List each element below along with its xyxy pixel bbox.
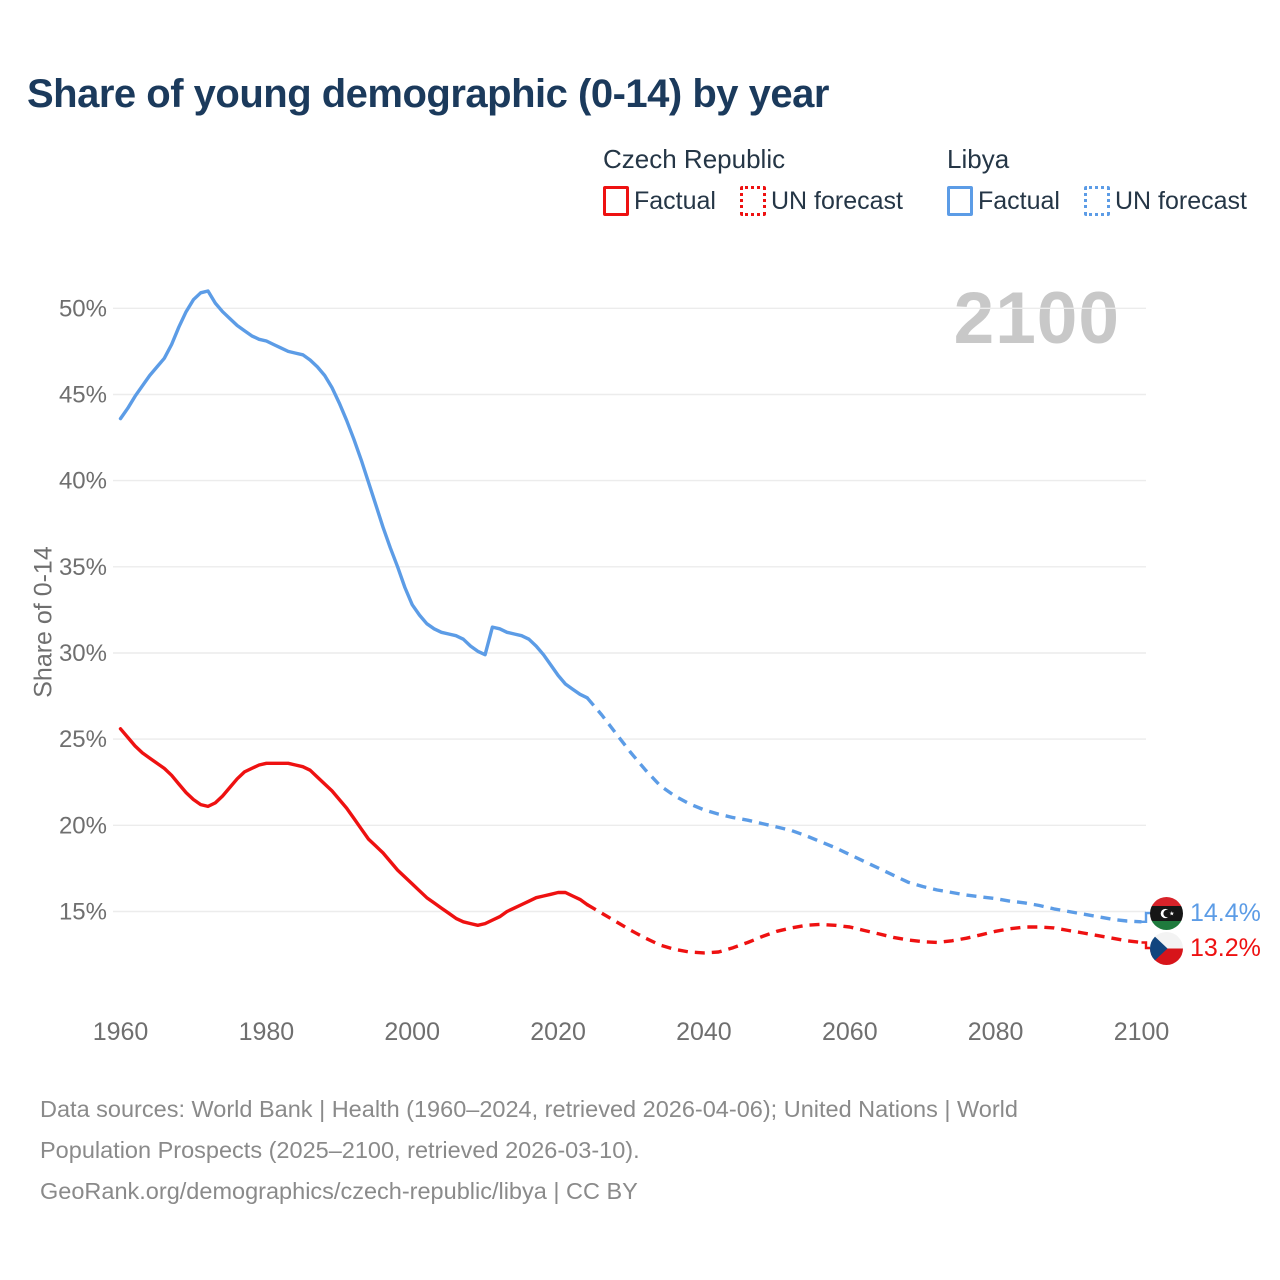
y-tick-label: 30% <box>59 640 107 667</box>
x-tick-label: 2080 <box>968 1018 1024 1046</box>
y-axis-title: Share of 0-14 <box>29 546 58 698</box>
x-tick-label: 1980 <box>239 1018 295 1046</box>
legend-swatch-dotted-blue <box>1083 186 1110 216</box>
y-tick-label: 35% <box>59 554 107 581</box>
legend-group-czech-republic: Czech Republic Factual UN forecast <box>603 144 903 216</box>
legend-item-label: Factual <box>978 186 1060 215</box>
source-line: Data sources: World Bank | Health (1960–… <box>40 1096 1018 1122</box>
end-value-libya: 14.4% <box>1190 898 1261 927</box>
y-tick-label: 40% <box>59 468 107 495</box>
legend-item-label: Factual <box>634 186 716 215</box>
end-connector <box>1141 911 1151 923</box>
legend-item-czech-forecast: UN forecast <box>739 186 903 216</box>
legend-group-title: Czech Republic <box>603 144 786 174</box>
x-tick-label: 2040 <box>676 1018 732 1046</box>
czech-republic-flag-icon <box>1150 931 1183 965</box>
source-line: GeoRank.org/demographics/czech-republic/… <box>40 1178 638 1204</box>
legend-row: Factual UN forecast <box>603 186 903 216</box>
watermark-year: 2100 <box>953 278 1120 359</box>
y-tick-label: 25% <box>59 726 107 753</box>
series-libya-un-forecast <box>585 696 1142 924</box>
y-tick-label: 50% <box>59 295 107 322</box>
legend-group-libya: Libya Factual UN forecast <box>947 144 1247 216</box>
x-tick-label: 2000 <box>384 1018 440 1046</box>
y-tick-label: 45% <box>59 382 107 409</box>
x-tick-label: 2100 <box>1114 1018 1170 1046</box>
legend-item-label: UN forecast <box>770 186 903 215</box>
end-value-czech-republic: 13.2% <box>1190 933 1261 962</box>
source-line: Population Prospects (2025–2100, retriev… <box>40 1137 640 1163</box>
y-tick-label: 20% <box>59 812 107 839</box>
legend: Czech Republic Factual UN forecast Libya… <box>0 0 1280 230</box>
libya-flag-icon <box>1150 896 1183 930</box>
end-connector <box>1141 941 1151 950</box>
legend-swatch-solid-blue <box>947 186 973 216</box>
series-czech-republic-un-forecast <box>586 903 1142 955</box>
legend-item-libya-forecast: UN forecast <box>1083 186 1247 216</box>
y-tick-label: 15% <box>59 899 107 926</box>
series-czech-republic-factual <box>118 727 589 927</box>
source-attribution: Data sources: World Bank | Health (1960–… <box>40 1089 1018 1212</box>
series-libya-factual <box>118 289 589 700</box>
legend-swatch-solid-red <box>603 186 629 216</box>
legend-item-libya-factual: Factual <box>947 186 1060 216</box>
legend-item-czech-factual: Factual <box>603 186 716 216</box>
legend-swatch-dotted-red <box>739 186 766 216</box>
x-tick-label: 2060 <box>822 1018 878 1046</box>
end-label-czech-republic: 13.2% <box>1150 931 1261 965</box>
end-label-libya: 14.4% <box>1150 896 1261 930</box>
x-tick-label: 2020 <box>530 1018 586 1046</box>
x-tick-label: 1960 <box>93 1018 149 1046</box>
page-title: Share of young demographic (0-14) by yea… <box>27 72 829 116</box>
legend-row: Factual UN forecast <box>947 186 1247 216</box>
legend-group-title: Libya <box>947 144 1010 174</box>
legend-item-label: UN forecast <box>1114 186 1247 215</box>
